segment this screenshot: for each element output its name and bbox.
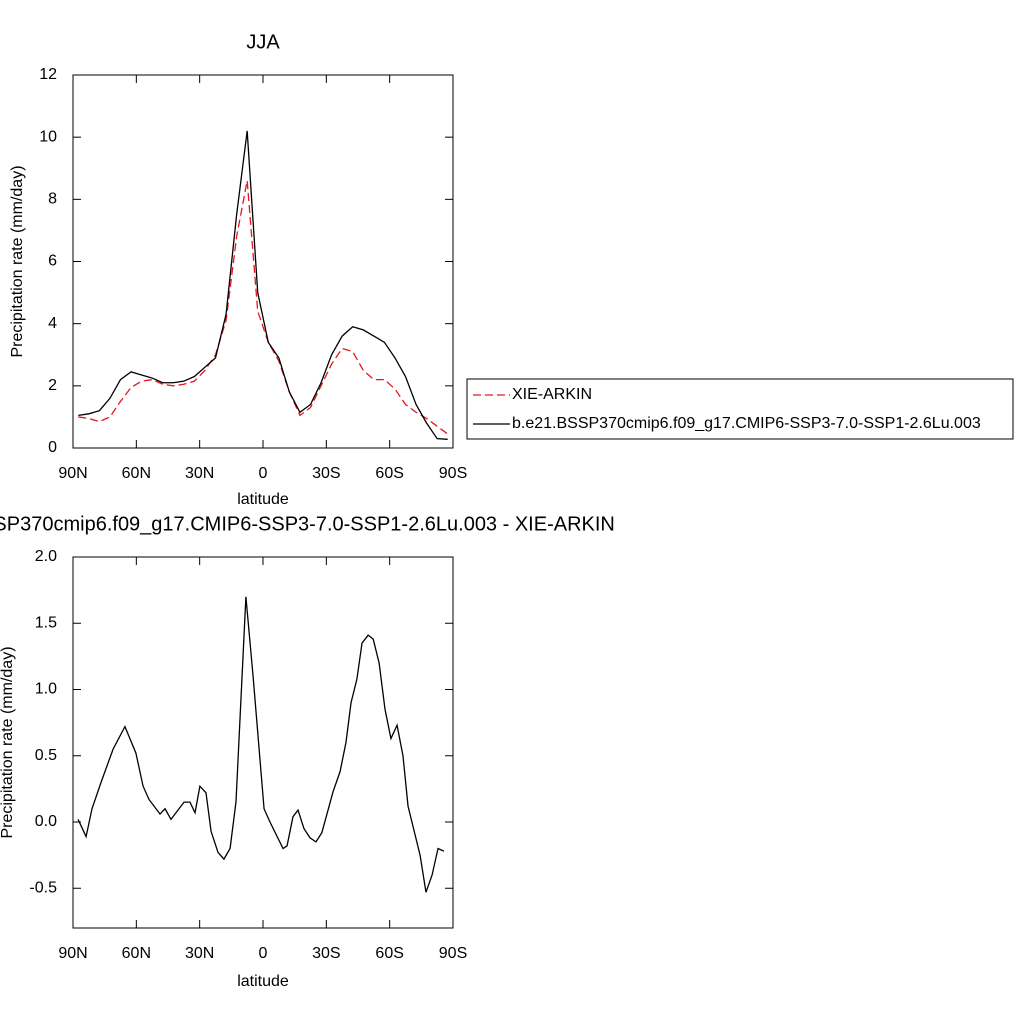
y-tick-label: 0.5	[35, 747, 57, 764]
data-line	[78, 130, 448, 440]
x-tick-label: 90S	[439, 465, 467, 482]
x-tick-label: 90N	[58, 945, 87, 962]
x-axis-label: latitude	[237, 973, 289, 990]
y-tick-label: 8	[48, 191, 57, 208]
data-line	[77, 596, 445, 893]
x-tick-label: 30S	[312, 465, 340, 482]
y-tick-label: -0.5	[29, 879, 57, 896]
x-tick-label: 0	[259, 465, 268, 482]
y-tick-label: 6	[48, 253, 57, 270]
plot-frame	[72, 556, 454, 929]
x-tick-label: 90N	[58, 465, 87, 482]
y-tick-label: 0	[48, 439, 57, 456]
x-tick-label: 60S	[375, 945, 403, 962]
y-tick-label: 4	[48, 315, 57, 332]
x-tick-label: 60N	[122, 465, 151, 482]
y-tick-label: 0.0	[35, 813, 57, 830]
y-tick-label: 2	[48, 377, 57, 394]
y-tick-label: 1.5	[35, 614, 57, 631]
y-axis-label: Precipitation rate (mm/day)	[0, 646, 16, 838]
data-line	[78, 180, 449, 435]
x-tick-label: 30S	[312, 945, 340, 962]
x-tick-label: 90S	[439, 945, 467, 962]
y-tick-label: 1.0	[35, 681, 57, 698]
y-tick-label: 10	[39, 128, 57, 145]
chart-title: JJA	[246, 31, 280, 53]
legend-box	[466, 378, 1014, 440]
x-axis-label: latitude	[237, 491, 289, 508]
x-tick-label: 60S	[375, 465, 403, 482]
x-tick-label: 60N	[122, 945, 151, 962]
y-tick-label: 2.0	[35, 548, 57, 565]
x-tick-label: 30N	[185, 945, 214, 962]
plot-frame	[72, 74, 454, 449]
x-tick-label: 0	[259, 945, 268, 962]
y-tick-label: 12	[39, 66, 57, 83]
legend-label: XIE-ARKIN	[512, 386, 592, 403]
legend-label: b.e21.BSSP370cmip6.f09_g17.CMIP6-SSP3-7.…	[512, 415, 981, 432]
x-tick-label: 30N	[185, 465, 214, 482]
chart-title: b.e21.BSSP370cmip6.f09_g17.CMIP6-SSP3-7.…	[0, 513, 615, 535]
y-axis-label: Precipitation rate (mm/day)	[9, 165, 26, 357]
